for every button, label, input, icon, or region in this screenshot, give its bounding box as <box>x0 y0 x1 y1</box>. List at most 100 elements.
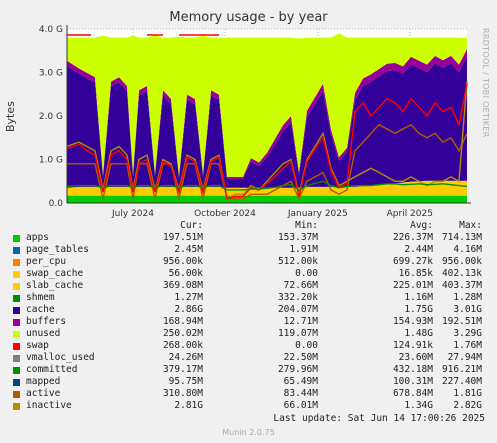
series-lines <box>66 80 468 201</box>
x-tick-label: January 2025 <box>287 209 348 219</box>
legend-swatch <box>13 259 20 266</box>
legend-swatch <box>13 283 20 290</box>
legend-max: 2.82G <box>453 400 482 411</box>
legend-cur: 310.80M <box>162 388 203 399</box>
line-swap <box>66 83 468 200</box>
legend-min: 22.50M <box>283 352 318 363</box>
side-credit: RRDTOOL / TOBI OETIKER <box>481 28 490 138</box>
legend-swatch <box>13 331 20 338</box>
header-avg: Avg: <box>410 220 433 231</box>
legend-avg: 2.44M <box>404 244 433 255</box>
legend-min: 512.00k <box>277 256 318 267</box>
legend-row-slab-cache: slab_cache 369.08M 72.66M 225.01M 403.37M <box>0 280 497 292</box>
legend-swatch <box>13 391 20 398</box>
legend-cur: 268.00k <box>162 340 203 351</box>
legend-cur: 956.00k <box>162 256 203 267</box>
legend-name: committed <box>26 364 78 375</box>
legend-row-per-cpu: per_cpu 956.00k 512.00k 699.27k 956.00k <box>0 256 497 268</box>
legend-cur: 2.81G <box>174 400 203 411</box>
legend-max: 403.37M <box>441 280 482 291</box>
legend-cur: 95.75M <box>168 376 203 387</box>
legend-name: swap_cache <box>26 268 84 279</box>
legend-avg: 100.31M <box>392 376 433 387</box>
legend-swatch <box>13 307 20 314</box>
legend-min: 0.00 <box>295 340 318 351</box>
legend-row-buffers: buffers 168.94M 12.71M 154.93M 192.51M <box>0 316 497 328</box>
legend-swatch <box>13 379 20 386</box>
legend-min: 153.37M <box>277 232 318 243</box>
legend-swatch <box>13 319 20 326</box>
legend-swatch <box>13 367 20 374</box>
legend-avg: 1.48G <box>404 328 433 339</box>
legend-cur: 379.17M <box>162 364 203 375</box>
legend-name: unused <box>26 328 61 339</box>
area-cache <box>67 56 467 188</box>
legend-swatch <box>13 343 20 350</box>
legend-avg: 225.01M <box>392 280 433 291</box>
y-tick-label: 1.0 G <box>39 156 63 166</box>
y-tick-label: 0.0 <box>49 199 64 209</box>
legend-avg: 1.75G <box>404 304 433 315</box>
legend-row-cache: cache 2.86G 204.07M 1.75G 3.01G <box>0 304 497 316</box>
legend-avg: 1.34G <box>404 400 433 411</box>
y-tick-label: 4.0 G <box>39 25 63 35</box>
area-buffers <box>67 48 467 180</box>
legend-name: buffers <box>26 316 67 327</box>
last-update: Last update: Sat Jun 14 17:00:26 2025 <box>273 413 485 424</box>
legend-max: 1.81G <box>453 388 482 399</box>
legend-max: 3.29G <box>453 328 482 339</box>
legend-row-vmalloc-used: vmalloc_used 24.26M 22.50M 23.60M 27.94M <box>0 352 497 364</box>
legend-max: 1.28M <box>453 292 482 303</box>
legend-avg: 124.91k <box>392 340 433 351</box>
legend-name: page_tables <box>26 244 89 255</box>
legend-row-shmem: shmem 1.27M 332.20k 1.16M 1.28M <box>0 292 497 304</box>
legend-row-swap: swap 268.00k 0.00 124.91k 1.76M <box>0 340 497 352</box>
legend-avg: 154.93M <box>392 316 433 327</box>
y-tick-label: 2.0 G <box>39 112 63 122</box>
chart-title: Memory usage - by year <box>169 10 328 25</box>
stacked-areas <box>67 33 467 203</box>
legend-min: 65.49M <box>283 376 318 387</box>
y-tick-label: 3.0 G <box>39 69 63 79</box>
legend-max: 956.00k <box>441 256 482 267</box>
legend-avg: 1.16M <box>404 292 433 303</box>
legend-name: inactive <box>26 400 72 411</box>
legend-row-page-tables: page_tables 2.45M 1.91M 2.44M 4.16M <box>0 244 497 256</box>
header-cur: Cur: <box>180 220 203 231</box>
legend-swatch <box>13 295 20 302</box>
legend-swatch <box>13 235 20 242</box>
legend-cur: 24.26M <box>168 352 203 363</box>
header-min: Min: <box>295 220 318 231</box>
footer: Munin 2.0.75 <box>222 428 275 437</box>
legend-cur: 2.45M <box>174 244 203 255</box>
legend-max: 227.40M <box>441 376 482 387</box>
legend-swatch <box>13 247 20 254</box>
legend-min: 83.44M <box>283 388 318 399</box>
legend-max: 192.51M <box>441 316 482 327</box>
legend-max: 714.13M <box>441 232 482 243</box>
legend-name: shmem <box>26 292 55 303</box>
legend-row-committed: committed 379.17M 279.96M 432.18M 916.21M <box>0 364 497 376</box>
legend-cur: 250.02M <box>162 328 203 339</box>
legend-name: slab_cache <box>26 280 84 291</box>
legend-avg: 16.85k <box>398 268 433 279</box>
legend-cur: 168.94M <box>162 316 203 327</box>
legend-row-swap-cache: swap_cache 56.00k 0.00 16.85k 402.13k <box>0 268 497 280</box>
legend-min: 279.96M <box>277 364 318 375</box>
line-committed <box>66 180 468 191</box>
legend-table: Cur: Min: Avg: Max: apps 197.51M 153.37M 22… <box>0 220 497 412</box>
legend-min: 119.07M <box>277 328 318 339</box>
legend-row-apps: apps 197.51M 153.37M 226.37M 714.13M <box>0 232 497 244</box>
legend-cur: 1.27M <box>174 292 203 303</box>
area-unused <box>67 33 467 177</box>
legend-name: per_cpu <box>26 256 67 267</box>
legend-avg: 226.37M <box>392 232 433 243</box>
legend-cur: 2.86G <box>174 304 203 315</box>
x-tick-label: July 2024 <box>111 209 154 219</box>
area-apps <box>67 195 467 203</box>
legend-min: 204.07M <box>277 304 318 315</box>
legend-swatch <box>13 403 20 410</box>
legend-avg: 432.18M <box>392 364 433 375</box>
legend-min: 1.91M <box>289 244 318 255</box>
legend-row-inactive: inactive 2.81G 66.01M 1.34G 2.82G <box>0 400 497 412</box>
